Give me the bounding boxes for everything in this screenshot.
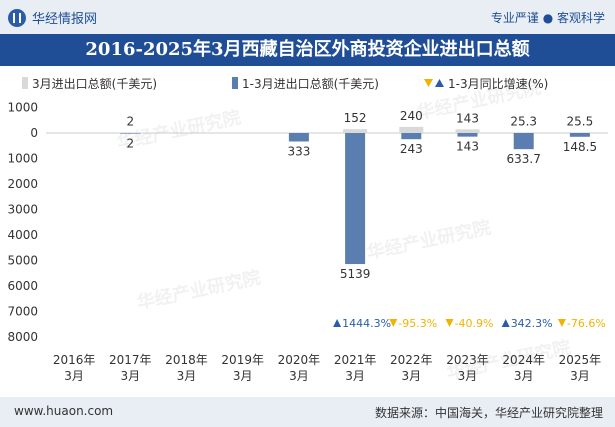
tagline: 专业严谨 ● 客观科学 <box>490 11 605 25</box>
y-tick-label: 8000 <box>7 330 38 344</box>
x-tick-label: 2024年 3月 <box>502 353 545 383</box>
footer: www.huaon.com 数据来源：中国海关，华经产业研究院整理 <box>0 397 615 427</box>
data-label-cumulative: 633.7 <box>507 152 541 166</box>
data-label-march: 143 <box>456 111 479 125</box>
data-label-cumulative: 2 <box>126 137 134 151</box>
x-tick-label: 2022年 3月 <box>390 353 433 383</box>
x-tick-label: 2019年 3月 <box>221 353 264 383</box>
y-tick-label: 7000 <box>7 305 38 319</box>
bar-cumulative <box>345 133 366 265</box>
y-tick-label: 5000 <box>7 254 38 268</box>
bar-march <box>455 129 480 133</box>
data-label-growth: 342.3% <box>511 317 553 330</box>
brand: 华经情报网 <box>8 8 97 27</box>
x-tick-label: 2018年 3月 <box>165 353 208 383</box>
growth-down-triangle-icon <box>557 319 566 327</box>
watermark-2: 华经产业研究院 <box>365 216 493 264</box>
x-tick-label: 2021年 3月 <box>334 353 377 383</box>
data-label-march: 25.3 <box>510 114 537 128</box>
data-label-cumulative: 148.5 <box>563 140 597 154</box>
data-label-cumulative: 333 <box>287 144 310 158</box>
bar-march <box>343 129 368 133</box>
x-tick-label: 2023年 3月 <box>446 353 489 383</box>
x-tick-label: 2017年 3月 <box>109 353 152 383</box>
legend-down-triangle-icon <box>424 79 433 87</box>
bar-march <box>567 132 592 133</box>
chart: 华经产业研究院华经产业研究院华经产业研究院华经产业研究院华经产业研究院3月进出口… <box>7 76 608 384</box>
growth-up-triangle-icon <box>333 319 342 327</box>
data-label-growth: -95.3% <box>398 317 437 330</box>
data-label-cumulative: 243 <box>400 142 423 156</box>
y-tick-label: 0 <box>30 126 38 140</box>
bar-cumulative <box>569 133 590 137</box>
y-tick-label: 2000 <box>7 177 38 191</box>
bar-cumulative <box>401 133 422 140</box>
legend-label-2: 1-3月同比增速(%) <box>448 77 548 91</box>
chart-title: 2016-2025年3月西藏自治区外商投资企业进出口总额 <box>0 34 615 66</box>
y-tick-label: 1000 <box>7 152 38 166</box>
brand-name: 华经情报网 <box>32 12 98 27</box>
legend-swatch-0 <box>22 77 28 89</box>
x-tick-label: 2016年 3月 <box>53 353 96 383</box>
bar-march <box>399 126 424 133</box>
legend-label-1: 1-3月进出口总额(千美元) <box>242 77 379 91</box>
legend-label-0: 3月进出口总额(千美元) <box>32 77 157 91</box>
logo-icon <box>8 8 26 27</box>
y-tick-label: 1000 <box>7 101 38 115</box>
growth-down-triangle-icon <box>445 319 454 327</box>
bar-cumulative <box>457 133 478 137</box>
y-tick-label: 4000 <box>7 228 38 242</box>
data-label-march: 152 <box>344 111 367 125</box>
data-label-march: 25.5 <box>567 114 594 128</box>
footer-source: 数据来源：中国海关，华经产业研究院整理 <box>374 406 603 420</box>
data-label-march: 2 <box>126 114 134 128</box>
bar-march <box>118 132 143 133</box>
watermark-3: 华经产业研究院 <box>135 266 263 314</box>
data-label-growth: -76.6% <box>567 317 606 330</box>
y-tick-label: 6000 <box>7 279 38 293</box>
bar-cumulative <box>288 133 309 142</box>
growth-down-triangle-icon <box>389 319 398 327</box>
data-label-cumulative: 5139 <box>340 267 371 281</box>
bar-march <box>511 132 536 133</box>
y-tick-label: 3000 <box>7 203 38 217</box>
bar-cumulative <box>513 133 534 150</box>
x-tick-label: 2020年 3月 <box>278 353 321 383</box>
data-label-growth: -40.9% <box>455 317 494 330</box>
x-tick-label: 2025年 3月 <box>559 353 602 383</box>
data-label-march: 240 <box>400 109 423 123</box>
legend-up-triangle-icon <box>435 79 444 87</box>
footer-url: www.huaon.com <box>14 404 114 418</box>
bar-cumulative <box>120 133 141 134</box>
data-label-cumulative: 143 <box>456 140 479 154</box>
data-label-growth: 1444.3% <box>342 317 391 330</box>
growth-up-triangle-icon <box>501 319 510 327</box>
legend-swatch-1 <box>232 77 238 89</box>
top-bar: 华经情报网 专业严谨 ● 客观科学 <box>0 0 615 34</box>
